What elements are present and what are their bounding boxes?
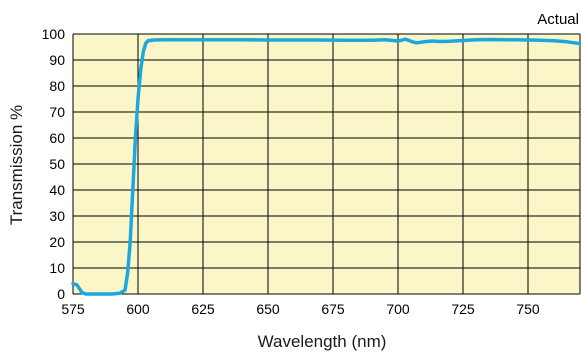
x-axis-label: Wavelength (nm) xyxy=(258,332,387,351)
x-tick-label: 600 xyxy=(126,301,150,317)
y-tick-labels: 0 10 20 30 40 50 60 70 80 90 100 xyxy=(42,26,66,302)
y-tick-label: 10 xyxy=(49,260,65,276)
x-tick-label: 575 xyxy=(61,301,85,317)
grid-lines xyxy=(72,33,581,295)
y-tick-label: 70 xyxy=(49,104,65,120)
x-tick-label: 700 xyxy=(386,301,410,317)
y-tick-label: 60 xyxy=(49,130,65,146)
x-tick-label: 625 xyxy=(191,301,215,317)
transmission-series-line xyxy=(71,37,581,296)
y-tick-label: 30 xyxy=(49,208,65,224)
x-tick-label: 650 xyxy=(256,301,280,317)
y-tick-label: 0 xyxy=(57,286,65,302)
y-tick-label: 40 xyxy=(49,182,65,198)
x-tick-label: 675 xyxy=(321,301,345,317)
y-tick-label: 100 xyxy=(42,26,66,42)
y-tick-label: 80 xyxy=(49,78,65,94)
x-tick-label: 750 xyxy=(516,301,540,317)
x-tick-labels: 575 600 625 650 675 700 725 750 xyxy=(61,301,540,317)
y-tick-label: 90 xyxy=(49,52,65,68)
y-axis-label: Transmission % xyxy=(7,105,26,225)
y-tick-label: 50 xyxy=(49,156,65,172)
x-tick-label: 725 xyxy=(451,301,475,317)
actual-annotation: Actual xyxy=(537,11,579,28)
y-tick-label: 20 xyxy=(49,234,65,250)
